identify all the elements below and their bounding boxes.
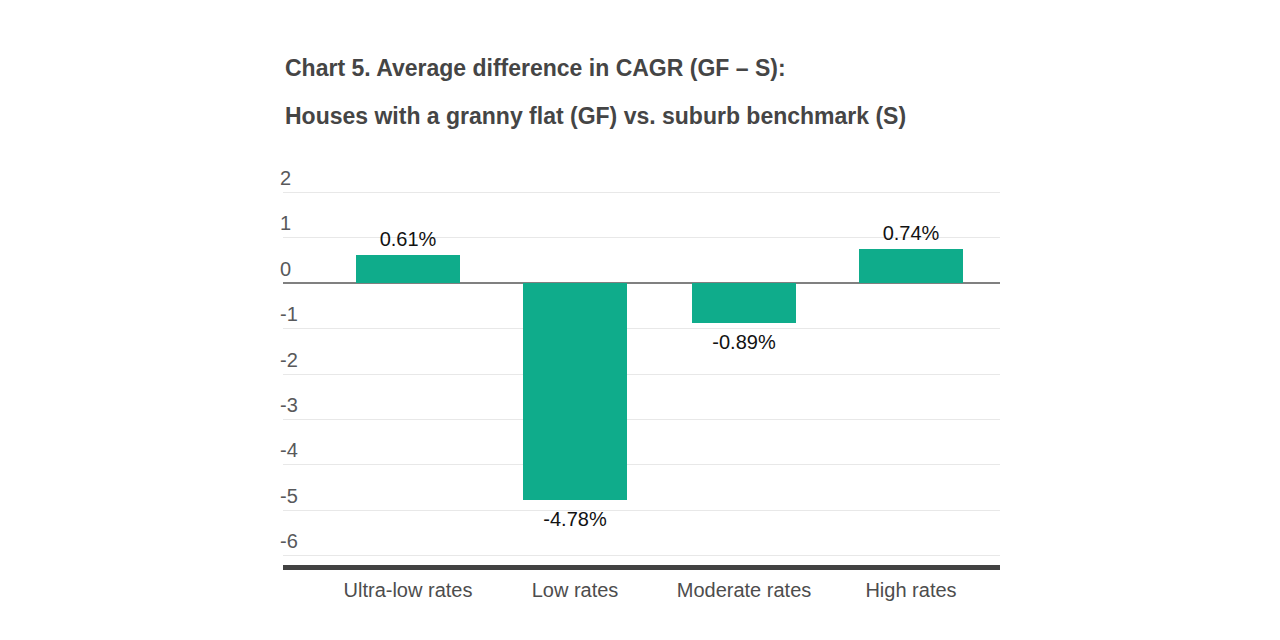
x-axis-category-label: Low rates [532,578,619,602]
y-axis-tick-label: 0 [280,257,291,281]
y-gridline [283,328,1000,329]
y-gridline [283,510,1000,511]
x-axis-category-label: Moderate rates [677,578,812,602]
chart-canvas: Chart 5. Average difference in CAGR (GF … [0,0,1280,640]
bar-low-rates [523,283,627,500]
y-gridline [283,555,1000,556]
y-axis-tick-label: -5 [280,484,298,508]
x-axis-category-label: High rates [865,578,956,602]
x-axis-line [283,565,1000,570]
y-axis-tick-label: -1 [280,302,298,326]
chart-title-line1: Chart 5. Average difference in CAGR (GF … [285,44,906,92]
bar-value-label: -0.89% [712,330,775,354]
bar-ultra-low-rates [356,255,460,283]
bar-high-rates [859,249,963,283]
y-axis-tick-label: -2 [280,348,298,372]
y-axis-tick-label: -4 [280,438,298,462]
y-gridline [283,419,1000,420]
y-axis-tick-label: 2 [280,166,291,190]
chart-title-line2: Houses with a granny flat (GF) vs. subur… [285,92,906,140]
x-axis-category-label: Ultra-low rates [344,578,473,602]
y-gridline [283,192,1000,193]
y-axis-tick-label: 1 [280,211,291,235]
y-axis-tick-label: -6 [280,529,298,553]
y-gridline [283,464,1000,465]
y-axis-tick-label: -3 [280,393,298,417]
bar-value-label: -4.78% [543,507,606,531]
bar-value-label: 0.74% [883,221,940,245]
bar-moderate-rates [692,283,796,323]
plot-area: 210-1-2-3-4-5-60.61%Ultra-low rates-4.78… [283,192,1000,622]
chart-title: Chart 5. Average difference in CAGR (GF … [285,44,906,140]
y-gridline [283,374,1000,375]
bar-value-label: 0.61% [380,227,437,251]
